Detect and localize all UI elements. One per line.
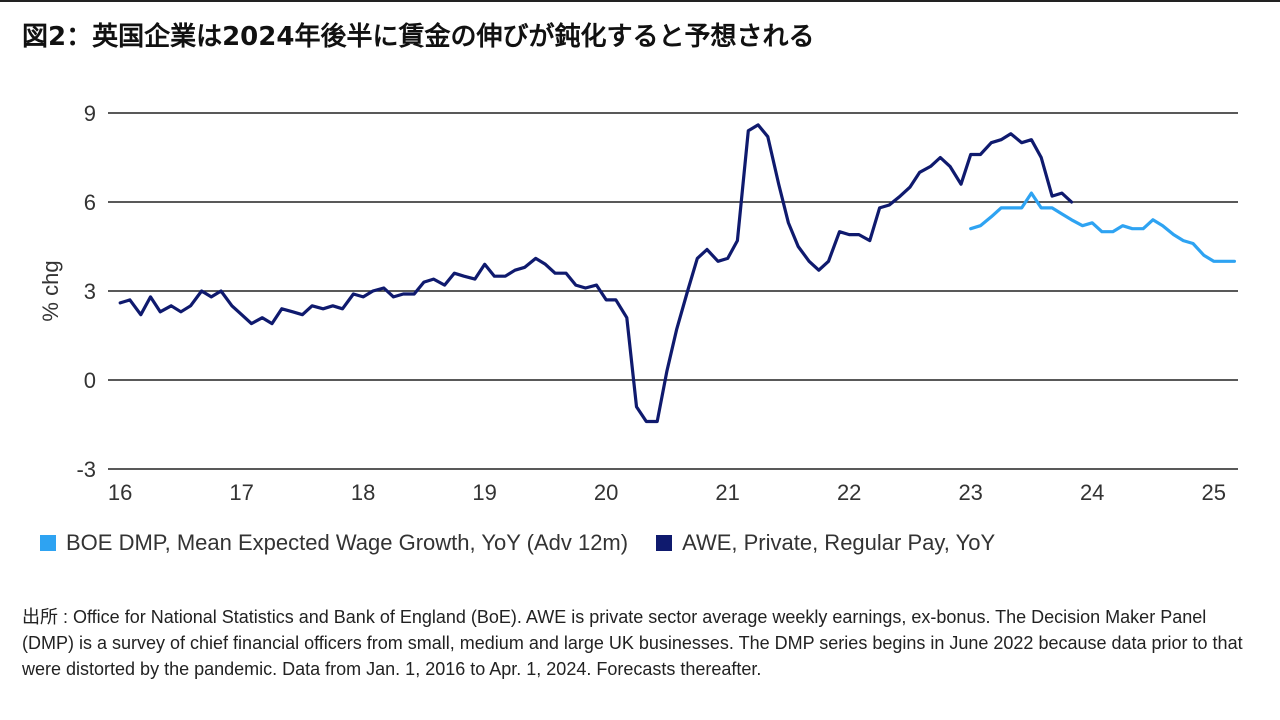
legend-label-dmp: BOE DMP, Mean Expected Wage Growth, YoY … [66,530,629,555]
y-axis-ticks: -3 0 3 6 9 [76,101,96,482]
x-axis-ticks: 16 17 18 19 20 21 22 23 24 25 [108,480,1226,505]
y-tick-label: 3 [84,279,96,304]
y-tick-label: 0 [84,368,96,393]
line-chart: -3 0 3 6 9 16 17 18 19 20 21 22 23 24 25 % chg [38,101,1238,505]
legend: BOE DMP, Mean Expected Wage Growth, YoY … [40,527,1023,559]
series-line-dmp [969,191,1237,263]
x-tick-label: 23 [958,480,982,505]
legend-item-dmp: BOE DMP, Mean Expected Wage Growth, YoY … [40,530,628,556]
y-axis-label: % chg [38,260,63,321]
page-title: 図2：英国企業は2024年後半に賃金の伸びが鈍化すると予想される [22,22,815,52]
legend-label-awe: AWE, Private, Regular Pay, YoY [682,530,996,555]
x-tick-label: 18 [351,480,375,505]
x-tick-label: 25 [1201,480,1225,505]
x-tick-label: 22 [837,480,861,505]
y-tick-label: 9 [84,101,96,126]
x-tick-label: 19 [472,480,496,505]
x-tick-label: 24 [1080,480,1104,505]
source-note: 出所 : Office for National Statistics and … [22,607,1243,679]
series-line-awe [118,123,1074,424]
x-tick-label: 21 [715,480,739,505]
legend-swatch-dmp [40,535,56,551]
legend-swatch-awe [656,535,673,551]
top-rule [0,0,1280,2]
x-tick-label: 17 [229,480,253,505]
x-tick-label: 20 [594,480,618,505]
y-tick-label: -3 [76,457,96,482]
x-tick-label: 16 [108,480,132,505]
legend-item-awe: AWE, Private, Regular Pay, YoY [656,530,995,556]
y-tick-label: 6 [84,190,96,215]
series-lines [118,123,1237,424]
grid-lines [108,112,1238,470]
